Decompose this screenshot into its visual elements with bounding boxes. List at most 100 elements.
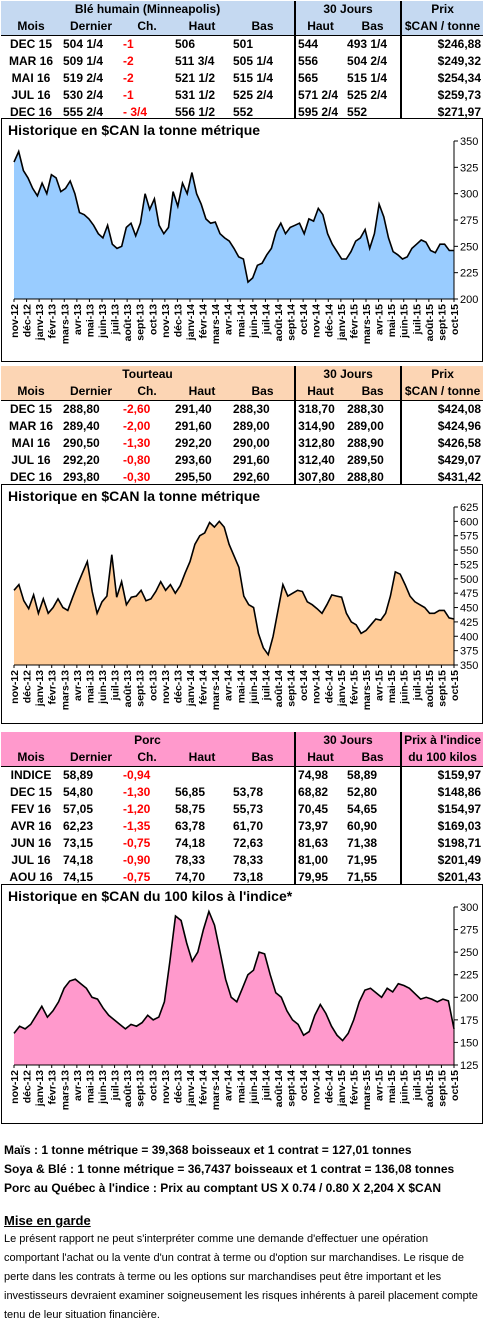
x-tick-label: mars-15 <box>361 304 373 344</box>
cell-prix: $159,97 <box>437 768 482 782</box>
cell-30j-bas: 60,90 <box>345 818 403 835</box>
table-row: MAR 16 289,40 -2,00 291,60 289,00 314,90 289,0… <box>1 418 483 435</box>
y-tick-label: 200 <box>460 992 478 1004</box>
cell-bas <box>231 766 297 784</box>
x-tick-label: mai-14 <box>235 1070 247 1103</box>
col-ch: Ch. <box>121 383 173 401</box>
y-tick-label: 350 <box>460 660 478 672</box>
x-tick-label: août-13 <box>122 1070 134 1108</box>
x-tick-label: juin-14 <box>248 670 260 705</box>
x-tick-label: janv-13 <box>34 304 46 341</box>
cell-ch: -1,35 <box>123 819 151 833</box>
ble-price-table: Blé humain (Minneapolis) 30 Jours Prix M… <box>1 1 484 122</box>
cell-30j-bas: 52,80 <box>345 784 403 801</box>
y-tick-label: 250 <box>460 241 478 253</box>
x-tick-label: déc-12 <box>22 304 34 337</box>
x-tick-label: août-15 <box>424 304 436 342</box>
cell-mois: AVR 16 <box>10 819 52 833</box>
x-tick-label: sept-15 <box>436 304 448 341</box>
cell-30j-bas: 288,30 <box>345 400 403 418</box>
cell-ch: -2,60 <box>123 402 151 416</box>
cell-dernier: 54,80 <box>63 785 94 799</box>
tourteau-chart-svg: 350 375 400 425 450 475 500 525 550 575 600 625 nov-… <box>9 502 478 710</box>
x-tick-label: janv-14 <box>185 670 197 707</box>
cell-30j-bas: 493 1/4 <box>345 35 403 53</box>
cell-dernier: 58,89 <box>63 768 94 782</box>
x-tick-label: juil-13 <box>110 304 122 336</box>
cell-dernier: 293,80 <box>63 470 100 484</box>
cell-30j-haut: 571 2/4 <box>298 88 339 102</box>
x-tick-label: févr-14 <box>198 670 210 705</box>
x-tick-label: sept-13 <box>135 304 147 341</box>
col-30j-haut: Haut <box>295 18 346 36</box>
cell-bas: 289,00 <box>231 418 297 435</box>
cell-30j-bas: 71,55 <box>345 869 403 887</box>
table-row: JUL 16 292,20 -0,80 293,60 291,60 312,40 289,5… <box>1 452 483 469</box>
cell-ch: -2 <box>123 54 134 68</box>
x-tick-label: févr-13 <box>47 670 59 705</box>
col-30j-bas: Bas <box>345 18 403 36</box>
col-mois: Mois <box>1 18 61 36</box>
col-bas: Bas <box>231 749 297 767</box>
cell-mois: AOU 16 <box>9 870 53 884</box>
x-tick-label: mai-13 <box>84 1070 96 1103</box>
y-tick-label: 200 <box>460 294 478 306</box>
cell-prix: $169,03 <box>437 819 482 833</box>
x-tick-label: juil-14 <box>260 1070 272 1102</box>
x-tick-label: juin-15 <box>399 670 411 705</box>
chart-area <box>14 521 454 665</box>
table-row: JUL 16 530 2/4 -1 531 1/2 525 2/4 571 2/4 525 … <box>1 87 483 104</box>
cell-prix: $246,88 <box>437 37 482 51</box>
x-tick-label: sept-15 <box>436 1070 448 1107</box>
cell-mois: MAR 16 <box>8 54 53 68</box>
cell-prix: $431,42 <box>437 470 482 484</box>
x-tick-label: avr-15 <box>374 304 386 335</box>
cell-prix: $249,32 <box>437 54 482 68</box>
cell-bas: 501 <box>231 35 297 53</box>
col-dernier: Dernier <box>61 383 121 401</box>
cell-haut: 78,33 <box>175 853 206 867</box>
table-product-title: Tourteau <box>1 366 297 383</box>
cell-ch: -0,75 <box>123 836 151 850</box>
x-tick-label: mars-15 <box>361 670 373 710</box>
x-tick-label: nov-12 <box>9 1070 21 1104</box>
cell-haut: 511 3/4 <box>175 54 215 68</box>
x-tick-label: sept-14 <box>286 1070 298 1107</box>
col-30j-haut: Haut <box>295 383 346 401</box>
cell-prix: $201,43 <box>437 870 482 884</box>
chart-line <box>13 149 454 284</box>
x-tick-label: nov-14 <box>311 1070 323 1104</box>
x-tick-label: juin-14 <box>248 304 260 339</box>
x-tick-label: avr-15 <box>374 670 386 701</box>
cell-mois: JUL 16 <box>11 853 51 867</box>
col-haut: Haut <box>173 749 231 767</box>
cell-30j-bas: 515 1/4 <box>345 70 403 87</box>
x-tick-label: oct-14 <box>298 304 310 335</box>
x-tick-label: oct-15 <box>449 304 461 335</box>
cell-30j-haut: 81,00 <box>298 853 329 867</box>
col-mois: Mois <box>1 749 61 767</box>
table-row: DEC 15 504 1/4 -1 506 501 544 493 1/4 $246,88 <box>1 35 483 53</box>
cell-30j-haut: 81,63 <box>298 836 329 850</box>
cell-haut: 521 1/2 <box>175 71 216 85</box>
cell-30j-bas: 71,95 <box>345 852 403 869</box>
conversion-note-soya-ble: Soya & Blé : 1 tonne métrique = 36,7437 … <box>4 1162 455 1176</box>
x-tick-label: févr-13 <box>47 1070 59 1105</box>
x-tick-label: nov-12 <box>9 304 21 338</box>
x-tick-label: mars-13 <box>59 304 71 344</box>
cell-dernier: 292,20 <box>63 453 100 467</box>
col-prix-unit: $CAN / tonne <box>401 18 484 36</box>
cell-haut: 63,78 <box>175 819 206 833</box>
cell-prix: $424,96 <box>437 419 482 433</box>
col-haut: Haut <box>173 18 231 36</box>
table-row: FEV 16 57,05 -1,20 58,75 55,73 70,45 54,65 $154… <box>1 801 483 818</box>
cell-haut: 295,50 <box>175 470 212 484</box>
x-tick-label: févr-15 <box>348 1070 360 1105</box>
cell-30j-haut: 556 <box>298 54 319 68</box>
x-tick-label: juil-15 <box>411 304 423 336</box>
cell-haut: 292,20 <box>175 436 212 450</box>
cell-mois: MAI 16 <box>11 71 51 85</box>
chart-line <box>13 909 455 1042</box>
x-tick-label: août-14 <box>273 304 285 342</box>
x-tick-label: mars-15 <box>361 1070 373 1110</box>
